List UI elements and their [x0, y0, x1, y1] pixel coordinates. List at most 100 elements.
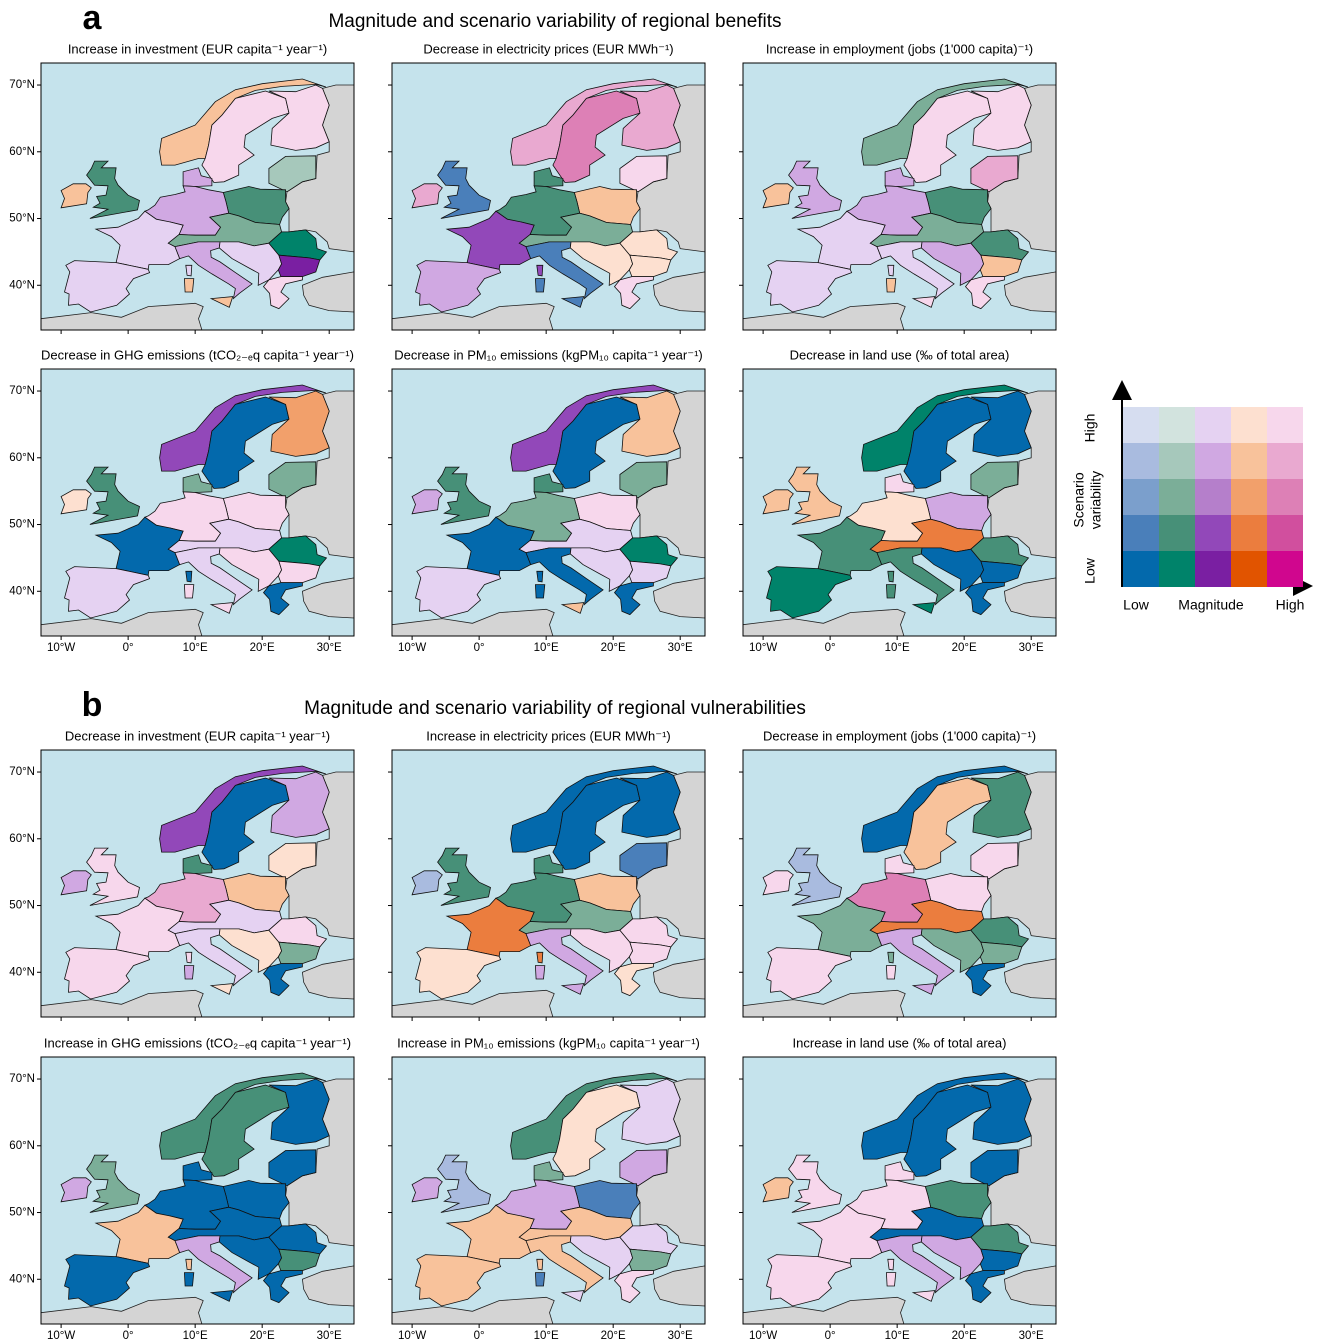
y-tick-label: 60°N: [9, 452, 35, 464]
x-tick-label: 10°W: [398, 1330, 426, 1341]
panel-title: Decrease in electricity prices (EUR MWh⁻…: [423, 41, 673, 56]
legend-y-title: variability: [1088, 471, 1104, 529]
legend-cell: [1123, 515, 1159, 551]
legend-cell: [1159, 443, 1195, 479]
region: [886, 966, 895, 979]
panel-title: Decrease in investment (EUR capita⁻¹ yea…: [65, 728, 330, 743]
legend-cell: [1267, 479, 1303, 515]
panel-title: Increase in investment (EUR capita⁻¹ yea…: [68, 41, 327, 56]
region: [886, 279, 895, 292]
x-tick-label: 10°W: [47, 642, 75, 654]
region: [186, 571, 192, 582]
region: [888, 265, 894, 276]
region: [888, 1259, 894, 1270]
legend-x-high: High: [1276, 597, 1305, 613]
legend-cell: [1267, 551, 1303, 587]
legend-cell: [1267, 515, 1303, 551]
x-tick-label: 0°: [123, 642, 134, 654]
region: [537, 952, 543, 963]
legend-cell: [1123, 443, 1159, 479]
region: [535, 1273, 544, 1286]
legend-cell: [1195, 551, 1231, 587]
legend-cell: [1123, 479, 1159, 515]
y-tick-label: 70°N: [9, 766, 35, 778]
region: [186, 1259, 192, 1270]
x-tick-label: 30°E: [668, 1330, 693, 1341]
figure: aMagnitude and scenario variability of r…: [0, 0, 1330, 1341]
legend-cell: [1231, 443, 1267, 479]
y-tick-label: 70°N: [9, 79, 35, 91]
region: [184, 966, 193, 979]
x-tick-label: 20°E: [601, 642, 626, 654]
legend-cell: [1123, 551, 1159, 587]
y-tick-label: 70°N: [9, 385, 35, 397]
x-tick-label: 10°E: [183, 1330, 208, 1341]
map: [392, 369, 705, 636]
section-title: Magnitude and scenario variability of re…: [328, 11, 781, 32]
x-tick-label: 0°: [474, 1330, 485, 1341]
region: [888, 571, 894, 582]
section-label: b: [82, 686, 103, 724]
y-tick-label: 50°N: [9, 1207, 35, 1219]
legend-cell: [1231, 515, 1267, 551]
region: [535, 279, 544, 292]
y-tick-label: 50°N: [9, 519, 35, 531]
legend-cell: [1159, 515, 1195, 551]
x-tick-label: 0°: [825, 1330, 836, 1341]
y-tick-label: 40°N: [9, 585, 35, 597]
legend-cell: [1267, 443, 1303, 479]
legend-cell: [1159, 479, 1195, 515]
legend-cell: [1195, 407, 1231, 443]
x-tick-label: 30°E: [1019, 1330, 1044, 1341]
x-tick-label: 30°E: [668, 642, 693, 654]
x-tick-label: 30°E: [1019, 642, 1044, 654]
x-tick-label: 10°W: [398, 642, 426, 654]
x-tick-label: 10°W: [749, 1330, 777, 1341]
y-tick-label: 60°N: [9, 1140, 35, 1152]
region: [888, 952, 894, 963]
x-tick-label: 0°: [474, 642, 485, 654]
y-tick-label: 40°N: [9, 279, 35, 291]
y-tick-label: 40°N: [9, 1273, 35, 1285]
region: [186, 265, 192, 276]
x-tick-label: 10°E: [534, 642, 559, 654]
x-tick-label: 10°E: [183, 642, 208, 654]
y-tick-label: 60°N: [9, 146, 35, 158]
map: [392, 750, 705, 1017]
region: [537, 571, 543, 582]
legend-cell: [1195, 479, 1231, 515]
x-tick-label: 10°W: [749, 642, 777, 654]
x-tick-label: 20°E: [601, 1330, 626, 1341]
y-tick-label: 50°N: [9, 900, 35, 912]
x-tick-label: 10°E: [885, 1330, 910, 1341]
region: [535, 585, 544, 598]
legend-cell: [1267, 407, 1303, 443]
x-tick-label: 10°W: [47, 1330, 75, 1341]
x-tick-label: 0°: [825, 642, 836, 654]
section-title: Magnitude and scenario variability of re…: [304, 698, 806, 719]
region: [886, 1273, 895, 1286]
x-tick-label: 20°E: [250, 1330, 275, 1341]
x-tick-label: 10°E: [885, 642, 910, 654]
region: [537, 265, 543, 276]
map: [392, 63, 705, 330]
panel-title: Decrease in employment (jobs (1'000 capi…: [763, 728, 1036, 743]
region: [535, 966, 544, 979]
panel-title: Increase in PM₁₀ emissions (kgPM₁₀ capit…: [397, 1035, 700, 1050]
map: [743, 1057, 1056, 1324]
legend-cell: [1159, 551, 1195, 587]
panel-title: Increase in GHG emissions (tCO₂₋ₑq capit…: [44, 1035, 351, 1050]
region: [537, 1259, 543, 1270]
y-tick-label: 40°N: [9, 966, 35, 978]
map: [41, 369, 354, 636]
legend-cell: [1231, 479, 1267, 515]
x-tick-label: 10°E: [534, 1330, 559, 1341]
map: [743, 750, 1056, 1017]
region: [184, 279, 193, 292]
legend-y-title: Scenario: [1071, 472, 1087, 527]
panel-title: Increase in employment (jobs (1'000 capi…: [766, 41, 1033, 56]
x-tick-label: 0°: [123, 1330, 134, 1341]
legend-x-title: Magnitude: [1178, 597, 1244, 613]
legend-x-low: Low: [1123, 597, 1150, 613]
map: [743, 63, 1056, 330]
